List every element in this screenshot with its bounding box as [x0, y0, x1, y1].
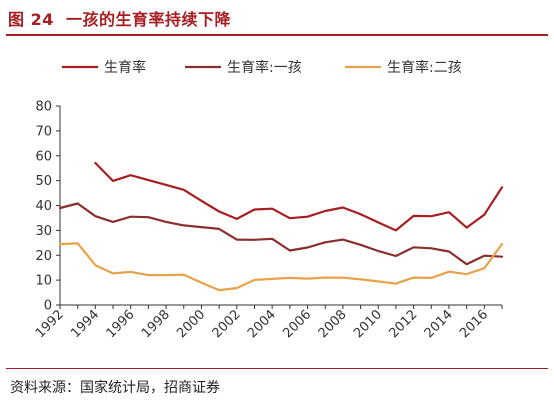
x-tick-label: 1996 [104, 307, 138, 341]
legend-label-1: 生育率 [104, 59, 146, 76]
x-tick-label: 2004 [245, 307, 279, 341]
y-tick-label: 20 [35, 249, 52, 264]
y-tick-label: 40 [35, 199, 52, 214]
series-line-1 [94, 161, 504, 232]
footer-divider [6, 368, 548, 369]
x-tick-label: 1998 [139, 307, 173, 341]
source-note: 资料来源：国家统计局，招商证券 [10, 380, 220, 396]
x-tick-label: 2002 [210, 307, 244, 341]
x-tick-label: 2000 [174, 307, 208, 341]
y-tick-label: 60 [35, 149, 52, 164]
y-tick-label: 80 [35, 100, 52, 115]
figure-title-text: 一孩的生育率持续下降 [65, 10, 231, 29]
y-tick-label: 30 [35, 224, 52, 239]
x-tick-label: 2008 [316, 307, 350, 341]
figure-label: 图 24 [8, 10, 54, 29]
legend-label-3: 生育率:二孩 [387, 59, 462, 76]
title-divider [6, 34, 548, 36]
y-tick-label: 10 [35, 274, 52, 289]
series-line-3 [58, 242, 504, 292]
y-tick-label: 70 [35, 124, 52, 139]
x-tick-label: 1992 [33, 307, 67, 341]
figure-title: 图 24 一孩的生育率持续下降 [8, 6, 231, 30]
x-tick-label: 1994 [68, 307, 102, 341]
x-tick-label: 2006 [280, 307, 314, 341]
x-tick-label: 2010 [351, 307, 385, 341]
legend-label-2: 生育率:一孩 [227, 59, 302, 76]
x-tick-label: 2012 [386, 307, 420, 341]
y-tick-label: 50 [35, 174, 52, 189]
series-line-2 [58, 202, 504, 266]
x-tick-label: 2014 [422, 307, 456, 341]
x-tick-label: 2016 [457, 307, 491, 341]
y-tick-label: 0 [44, 299, 52, 314]
